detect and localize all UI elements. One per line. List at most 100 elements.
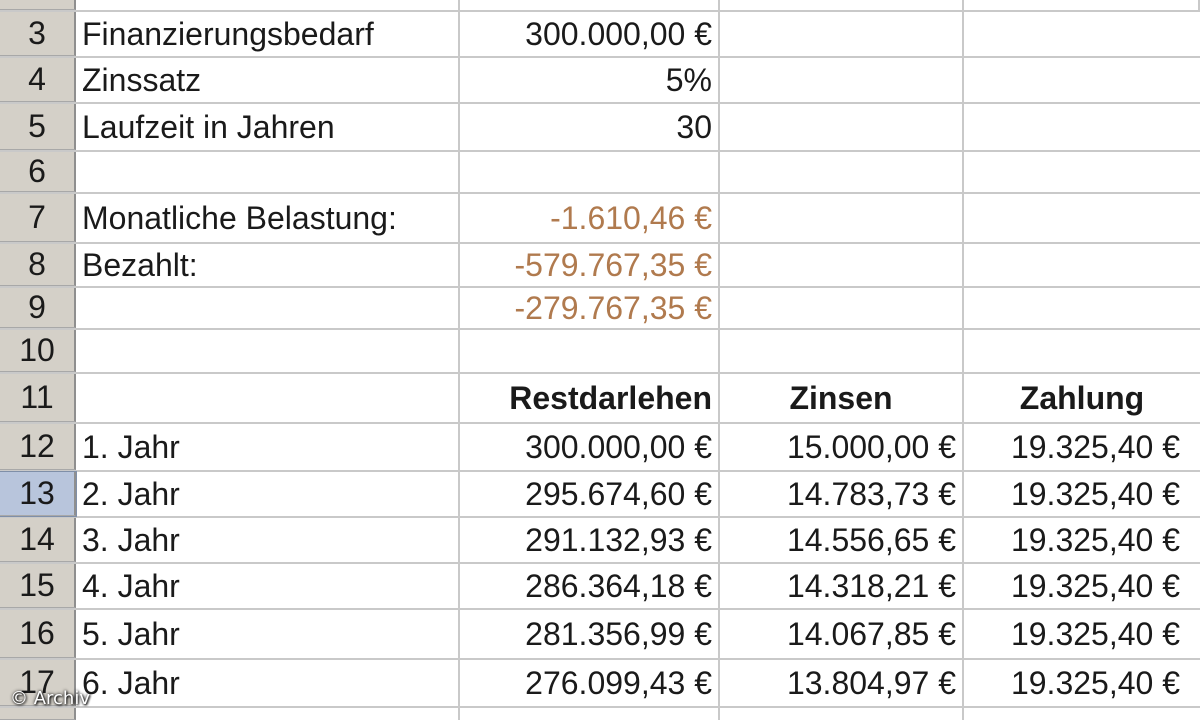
cell-stub-a[interactable] <box>76 0 460 10</box>
cell-value-negative[interactable]: -1.610,46 € <box>460 194 720 242</box>
row-12: 12 1. Jahr 300.000,00 € 15.000,00 € 19.3… <box>0 424 1200 472</box>
column-heading-zinsen[interactable]: Zinsen <box>720 374 964 422</box>
cell-zinsen[interactable]: 14.318,21 € <box>720 564 964 608</box>
column-heading-zahlung[interactable]: Zahlung <box>1019 379 1145 416</box>
cell-restdarlehen[interactable]: 295.674,60 € <box>460 472 720 516</box>
row-header[interactable]: 17 <box>0 660 76 706</box>
cell-zahlung[interactable]: 19.325,40 € <box>1010 567 1180 604</box>
cell-zahlung[interactable]: 19.325,40 € <box>1010 664 1180 701</box>
cell-zahlung[interactable] <box>964 58 1200 102</box>
cell-year[interactable]: 2. Jahr <box>76 472 460 516</box>
cell-value-negative[interactable]: -279.767,35 € <box>460 288 720 328</box>
cell-year[interactable]: 1. Jahr <box>76 424 460 470</box>
cell-zinsen[interactable]: 13.804,97 € <box>720 660 964 706</box>
row-17: 17 6. Jahr 276.099,43 € 13.804,97 € 19.3… <box>0 660 1200 708</box>
row-15: 15 4. Jahr 286.364,18 € 14.318,21 € 19.3… <box>0 564 1200 610</box>
cell-zahlung[interactable]: 19.325,40 € <box>1010 521 1180 558</box>
cell-value[interactable]: 5% <box>460 58 720 102</box>
row-header[interactable]: 10 <box>0 330 76 372</box>
cell-stub-b[interactable] <box>460 708 720 720</box>
row-header[interactable]: 15 <box>0 564 76 608</box>
cell-zinsen[interactable] <box>720 288 964 328</box>
cell-stub-d[interactable] <box>964 0 1200 10</box>
cell-zinsen[interactable]: 14.556,65 € <box>720 518 964 562</box>
cell-stub-b[interactable] <box>460 0 720 10</box>
cell-label[interactable]: Bezahlt: <box>76 244 460 286</box>
cell-label[interactable] <box>76 374 460 422</box>
row-6: 6 <box>0 152 1200 194</box>
row-13: 13 2. Jahr 295.674,60 € 14.783,73 € 19.3… <box>0 471 1200 518</box>
cell-zahlung[interactable] <box>964 152 1200 192</box>
row-header[interactable]: 6 <box>0 152 76 192</box>
cell-zahlung[interactable] <box>964 244 1200 286</box>
cell-label[interactable]: Finanzierungsbedarf <box>76 12 460 56</box>
cell-value-negative[interactable]: -579.767,35 € <box>460 244 720 286</box>
cell-value[interactable]: 300.000,00 € <box>460 12 720 56</box>
row-header[interactable]: 4 <box>0 58 76 102</box>
cell-value[interactable] <box>460 152 720 192</box>
cell-restdarlehen[interactable]: 286.364,18 € <box>460 564 720 608</box>
cell-year[interactable]: 4. Jahr <box>76 564 460 608</box>
row-header-stub[interactable] <box>0 708 76 720</box>
row-header[interactable]: 16 <box>0 610 76 658</box>
row-header-stub[interactable] <box>0 0 76 10</box>
cell-stub-a[interactable] <box>76 708 460 720</box>
row-8: 8 Bezahlt: -579.767,35 € <box>0 244 1200 288</box>
cell-zinsen[interactable] <box>720 58 964 102</box>
row-4: 4 Zinssatz 5% <box>0 58 1200 104</box>
row-14: 14 3. Jahr 291.132,93 € 14.556,65 € 19.3… <box>0 518 1200 564</box>
cell-label[interactable]: Zinssatz <box>76 58 460 102</box>
cell-label[interactable] <box>76 152 460 192</box>
row-7: 7 Monatliche Belastung: -1.610,46 € <box>0 194 1200 244</box>
cell-zahlung[interactable] <box>964 12 1200 56</box>
cell-restdarlehen[interactable]: 291.132,93 € <box>460 518 720 562</box>
cell-label[interactable] <box>76 288 460 328</box>
cell-label[interactable] <box>76 330 460 372</box>
row-header[interactable]: 3 <box>0 12 76 56</box>
cell-zinsen[interactable]: 14.783,73 € <box>720 472 964 516</box>
cell-zinsen[interactable] <box>720 194 964 242</box>
row-header[interactable]: 7 <box>0 194 76 242</box>
row-header[interactable]: 9 <box>0 288 76 328</box>
row-header-selected[interactable]: 13 <box>0 471 77 517</box>
cell-restdarlehen[interactable]: 300.000,00 € <box>460 424 720 470</box>
column-heading-restdarlehen[interactable]: Restdarlehen <box>460 374 720 422</box>
cell-zahlung[interactable]: 19.325,40 € <box>1010 475 1180 512</box>
cell-label[interactable]: Laufzeit in Jahren <box>76 104 460 150</box>
cell-zinsen[interactable] <box>720 244 964 286</box>
cell-zahlung[interactable] <box>964 104 1200 150</box>
row-header[interactable]: 11 <box>0 374 76 422</box>
row-9: 9 -279.767,35 € <box>0 288 1200 330</box>
cell-zahlung[interactable] <box>964 288 1200 328</box>
cell-year[interactable]: 5. Jahr <box>76 610 460 658</box>
row-10: 10 <box>0 330 1200 374</box>
cell-stub-d[interactable] <box>964 708 1200 720</box>
cell-year[interactable]: 6. Jahr <box>76 660 460 706</box>
row-16: 16 5. Jahr 281.356,99 € 14.067,85 € 19.3… <box>0 610 1200 660</box>
cell-zahlung[interactable]: 19.325,40 € <box>1010 615 1180 652</box>
cell-zinsen[interactable]: 15.000,00 € <box>720 424 964 470</box>
cell-zinsen[interactable]: 14.067,85 € <box>720 610 964 658</box>
cell-year[interactable]: 3. Jahr <box>76 518 460 562</box>
cell-restdarlehen[interactable]: 276.099,43 € <box>460 660 720 706</box>
cell-zinsen[interactable] <box>720 330 964 372</box>
cell-zahlung[interactable] <box>964 330 1200 372</box>
cell-value[interactable]: 30 <box>460 104 720 150</box>
row-header[interactable]: 12 <box>0 424 76 470</box>
row-header[interactable]: 8 <box>0 244 76 286</box>
cell-stub-c[interactable] <box>720 708 964 720</box>
cell-value[interactable] <box>460 330 720 372</box>
cell-restdarlehen[interactable]: 281.356,99 € <box>460 610 720 658</box>
cell-zahlung[interactable]: 19.325,40 € <box>1010 428 1180 465</box>
cell-label[interactable]: Monatliche Belastung: <box>76 194 460 242</box>
cell-zinsen[interactable] <box>720 152 964 192</box>
row-stub <box>0 0 1200 12</box>
cell-zinsen[interactable] <box>720 12 964 56</box>
cell-stub-c[interactable] <box>720 0 964 10</box>
row-header[interactable]: 5 <box>0 104 76 150</box>
cell-zinsen[interactable] <box>720 104 964 150</box>
row-11: 11 Restdarlehen Zinsen Zahlung <box>0 374 1200 424</box>
row-header[interactable]: 14 <box>0 518 76 562</box>
cell-zahlung[interactable] <box>964 194 1200 242</box>
